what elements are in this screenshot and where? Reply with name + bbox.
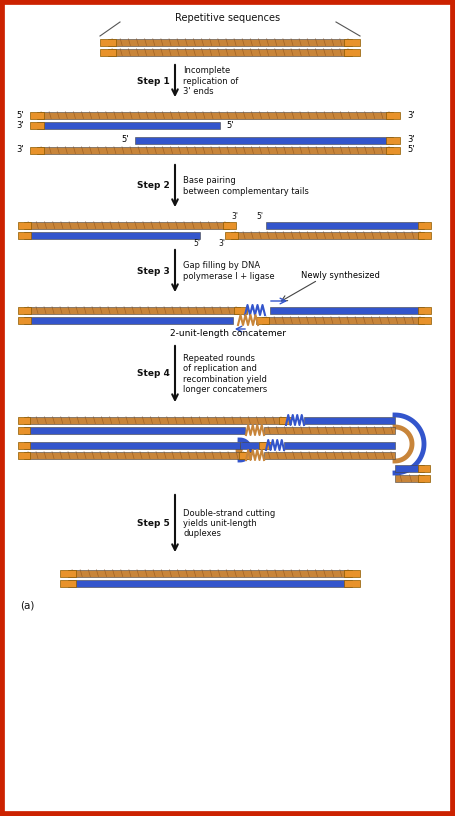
Bar bbox=[386, 147, 400, 153]
Bar bbox=[239, 451, 251, 459]
Bar bbox=[259, 441, 271, 449]
Text: Base pairing
between complementary tails: Base pairing between complementary tails bbox=[183, 176, 309, 196]
Text: 5': 5' bbox=[226, 121, 233, 130]
Bar bbox=[262, 317, 424, 323]
Text: 5': 5' bbox=[16, 110, 24, 119]
Bar bbox=[108, 38, 352, 46]
Bar bbox=[418, 474, 430, 481]
Bar bbox=[100, 38, 116, 46]
Bar bbox=[240, 441, 265, 449]
Bar bbox=[418, 317, 430, 323]
Bar bbox=[344, 579, 360, 587]
Bar bbox=[135, 136, 393, 144]
Bar bbox=[18, 441, 30, 449]
Bar bbox=[344, 570, 360, 576]
Text: 3': 3' bbox=[218, 239, 225, 248]
Text: Step 5: Step 5 bbox=[137, 519, 170, 528]
Text: Gap filling by DNA
polymerase I + ligase: Gap filling by DNA polymerase I + ligase bbox=[183, 261, 275, 281]
Bar bbox=[60, 579, 76, 587]
Text: 3': 3' bbox=[16, 121, 24, 130]
Bar bbox=[418, 221, 430, 228]
Bar bbox=[68, 579, 352, 587]
Bar bbox=[240, 451, 245, 459]
Bar bbox=[222, 221, 236, 228]
Bar bbox=[224, 232, 238, 238]
Text: Newly synthesized: Newly synthesized bbox=[301, 270, 379, 280]
Bar bbox=[37, 122, 220, 128]
Bar bbox=[386, 136, 400, 144]
Text: Step 3: Step 3 bbox=[137, 267, 170, 276]
Bar bbox=[18, 427, 30, 433]
Text: Double-strand cutting
yields unit-length
duplexes: Double-strand cutting yields unit-length… bbox=[183, 508, 275, 539]
Bar bbox=[17, 232, 30, 238]
Bar bbox=[30, 112, 44, 118]
Bar bbox=[24, 317, 233, 323]
Bar bbox=[233, 307, 247, 313]
Bar bbox=[344, 38, 360, 46]
Bar bbox=[418, 464, 430, 472]
Bar bbox=[24, 221, 229, 228]
Text: 2-unit-length concatemer: 2-unit-length concatemer bbox=[170, 329, 286, 338]
Bar bbox=[256, 317, 268, 323]
Bar bbox=[264, 427, 395, 433]
Bar bbox=[270, 307, 424, 313]
Bar bbox=[108, 48, 352, 55]
Bar bbox=[100, 48, 116, 55]
Bar bbox=[266, 221, 424, 228]
Text: Repeated rounds
of replication and
recombination yield
longer concatemers: Repeated rounds of replication and recom… bbox=[183, 354, 267, 394]
Bar bbox=[24, 232, 200, 238]
Bar bbox=[30, 147, 44, 153]
Text: 5': 5' bbox=[256, 212, 263, 221]
Text: Repetitive sequences: Repetitive sequences bbox=[176, 13, 281, 23]
Bar bbox=[17, 317, 30, 323]
Text: Step 1: Step 1 bbox=[137, 77, 170, 86]
Bar bbox=[17, 307, 30, 313]
Bar bbox=[418, 307, 430, 313]
Bar bbox=[418, 232, 430, 238]
Text: 3': 3' bbox=[407, 135, 415, 144]
Text: 5': 5' bbox=[121, 135, 129, 144]
Bar bbox=[37, 112, 393, 118]
Text: 5': 5' bbox=[407, 145, 415, 154]
Bar bbox=[68, 570, 352, 576]
Bar bbox=[386, 112, 400, 118]
Bar bbox=[24, 427, 245, 433]
Text: Step 2: Step 2 bbox=[137, 181, 170, 190]
Text: 5': 5' bbox=[193, 239, 200, 248]
Bar bbox=[395, 464, 424, 472]
Text: (a): (a) bbox=[20, 600, 35, 610]
Bar bbox=[24, 441, 240, 449]
Bar bbox=[17, 221, 30, 228]
Bar bbox=[60, 570, 76, 576]
Bar bbox=[395, 474, 424, 481]
Text: 3': 3' bbox=[16, 145, 24, 154]
Text: 3': 3' bbox=[231, 212, 238, 221]
Bar bbox=[304, 416, 395, 424]
Bar bbox=[37, 147, 393, 153]
Text: Incomplete
replication of
3' ends: Incomplete replication of 3' ends bbox=[183, 66, 238, 96]
Text: 3': 3' bbox=[407, 110, 415, 119]
Bar bbox=[18, 416, 30, 424]
Bar bbox=[30, 122, 44, 128]
Bar bbox=[264, 451, 395, 459]
Bar bbox=[24, 307, 240, 313]
Bar bbox=[231, 232, 424, 238]
Bar bbox=[18, 451, 30, 459]
Bar bbox=[24, 451, 240, 459]
Bar bbox=[284, 441, 395, 449]
Bar bbox=[344, 48, 360, 55]
Text: Step 4: Step 4 bbox=[137, 370, 170, 379]
Bar bbox=[279, 416, 291, 424]
Bar bbox=[24, 416, 285, 424]
